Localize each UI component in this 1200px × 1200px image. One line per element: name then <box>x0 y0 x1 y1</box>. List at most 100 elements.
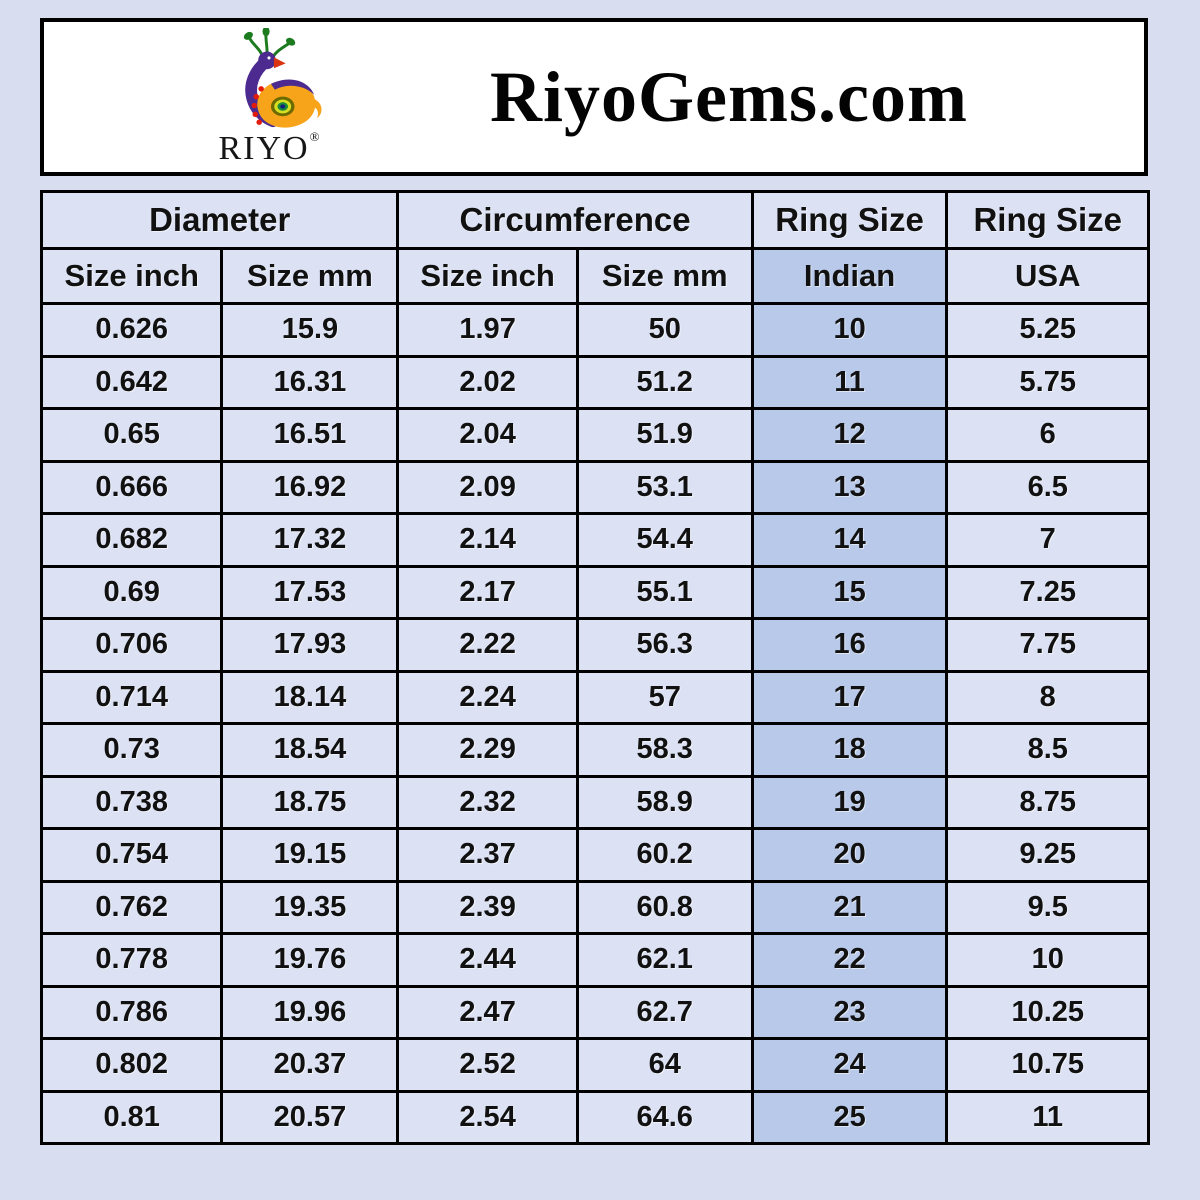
table-cell: 0.714 <box>39 669 224 725</box>
table-row: 0.642 16.31 2.02 51.2 11 5.75 <box>39 354 1150 410</box>
table-cell: 10.25 <box>945 984 1150 1040</box>
registered-mark-icon: ® <box>309 129 320 144</box>
table-cell: 9.5 <box>945 879 1150 935</box>
table-cell: 5.75 <box>945 354 1150 410</box>
table-cell: 2.47 <box>396 984 579 1040</box>
table-cell: 2.17 <box>396 564 579 620</box>
table-cell: 17.53 <box>220 564 400 620</box>
table-cell: 17.93 <box>220 617 400 673</box>
table-cell: 2.44 <box>396 932 579 988</box>
col-header-usa: USA <box>945 247 1150 305</box>
table-cell: 53.1 <box>575 459 754 515</box>
table-cell: 13 <box>750 459 949 515</box>
table-cell: 19.96 <box>220 984 400 1040</box>
table-cell: 8 <box>945 669 1150 725</box>
table-cell: 16.92 <box>220 459 400 515</box>
table-cell: 64.6 <box>575 1089 754 1145</box>
table-cell: 16 <box>750 617 949 673</box>
sub-header-row: Size inch Size mm Size inch Size mm Indi… <box>39 247 1150 305</box>
table-cell: 19.35 <box>220 879 400 935</box>
table-cell: 0.706 <box>39 617 224 673</box>
table-cell: 55.1 <box>575 564 754 620</box>
table-row: 0.802 20.37 2.52 64 24 10.75 <box>39 1037 1150 1093</box>
table-cell: 2.39 <box>396 879 579 935</box>
table-cell: 2.02 <box>396 354 579 410</box>
table-cell: 0.666 <box>39 459 224 515</box>
table-cell: 8.5 <box>945 722 1150 778</box>
table-cell: 2.24 <box>396 669 579 725</box>
table-cell: 20.37 <box>220 1037 400 1093</box>
table-cell: 56.3 <box>575 617 754 673</box>
table-body: 0.626 15.9 1.97 50 10 5.25 0.642 16.31 2.02 51.2 1… <box>39 302 1150 1145</box>
col-header-indian: Indian <box>750 247 949 305</box>
table-cell: 11 <box>945 1089 1150 1145</box>
table-row: 0.754 19.15 2.37 60.2 20 9.25 <box>39 827 1150 883</box>
site-title: RiyoGems.com <box>490 56 968 137</box>
table-cell: 11 <box>750 354 949 410</box>
table-cell: 14 <box>750 512 949 568</box>
group-header-circumference: Circumference <box>396 190 754 250</box>
table-cell: 2.09 <box>396 459 579 515</box>
table-cell: 2.29 <box>396 722 579 778</box>
riyo-logo: RIYO® <box>194 28 344 166</box>
table-cell: 60.8 <box>575 879 754 935</box>
table-cell: 0.69 <box>39 564 224 620</box>
table-cell: 10 <box>750 302 949 358</box>
table-cell: 0.778 <box>39 932 224 988</box>
table-row: 0.714 18.14 2.24 57 17 8 <box>39 669 1150 725</box>
table-cell: 20.57 <box>220 1089 400 1145</box>
table-cell: 15.9 <box>220 302 400 358</box>
table-cell: 7 <box>945 512 1150 568</box>
table-cell: 0.738 <box>39 774 224 830</box>
table-cell: 0.81 <box>39 1089 224 1145</box>
table-row: 0.666 16.92 2.09 53.1 13 6.5 <box>39 459 1150 515</box>
group-header-row: Diameter Circumference Ring Size Ring Si… <box>39 190 1150 250</box>
group-header-ring-size-usa: Ring Size <box>945 190 1150 250</box>
table-cell: 64 <box>575 1037 754 1093</box>
table-cell: 50 <box>575 302 754 358</box>
brand-header: RIYO® RiyoGems.com <box>40 18 1148 176</box>
table-cell: 7.25 <box>945 564 1150 620</box>
col-header-diameter-mm: Size mm <box>220 247 400 305</box>
ring-size-table: Diameter Circumference Ring Size Ring Si… <box>39 190 1150 1145</box>
table-cell: 2.54 <box>396 1089 579 1145</box>
table-cell: 2.37 <box>396 827 579 883</box>
table-cell: 17.32 <box>220 512 400 568</box>
table-cell: 0.65 <box>39 407 224 463</box>
table-cell: 15 <box>750 564 949 620</box>
table-cell: 60.2 <box>575 827 754 883</box>
table-cell: 62.1 <box>575 932 754 988</box>
table-cell: 54.4 <box>575 512 754 568</box>
table-row: 0.778 19.76 2.44 62.1 22 10 <box>39 932 1150 988</box>
table-cell: 9.25 <box>945 827 1150 883</box>
table-cell: 1.97 <box>396 302 579 358</box>
logo-brand-text: RIYO® <box>218 129 320 167</box>
table-cell: 51.2 <box>575 354 754 410</box>
col-header-circumference-inch: Size inch <box>396 247 579 305</box>
table-cell: 19.76 <box>220 932 400 988</box>
table-cell: 6 <box>945 407 1150 463</box>
table-cell: 2.52 <box>396 1037 579 1093</box>
table-cell: 19.15 <box>220 827 400 883</box>
table-cell: 58.3 <box>575 722 754 778</box>
table-cell: 2.14 <box>396 512 579 568</box>
table-cell: 18.54 <box>220 722 400 778</box>
table-cell: 2.22 <box>396 617 579 673</box>
table-row: 0.65 16.51 2.04 51.9 12 6 <box>39 407 1150 463</box>
table-cell: 25 <box>750 1089 949 1145</box>
table-cell: 0.682 <box>39 512 224 568</box>
table-cell: 0.754 <box>39 827 224 883</box>
table-cell: 17 <box>750 669 949 725</box>
table-cell: 0.802 <box>39 1037 224 1093</box>
table-row: 0.626 15.9 1.97 50 10 5.25 <box>39 302 1150 358</box>
table-row: 0.73 18.54 2.29 58.3 18 8.5 <box>39 722 1150 778</box>
table-row: 0.786 19.96 2.47 62.7 23 10.25 <box>39 984 1150 1040</box>
table-cell: 62.7 <box>575 984 754 1040</box>
table-row: 0.706 17.93 2.22 56.3 16 7.75 <box>39 617 1150 673</box>
table-cell: 0.642 <box>39 354 224 410</box>
table-cell: 57 <box>575 669 754 725</box>
table-cell: 10.75 <box>945 1037 1150 1093</box>
table-cell: 10 <box>945 932 1150 988</box>
table-row: 0.81 20.57 2.54 64.6 25 11 <box>39 1089 1150 1145</box>
